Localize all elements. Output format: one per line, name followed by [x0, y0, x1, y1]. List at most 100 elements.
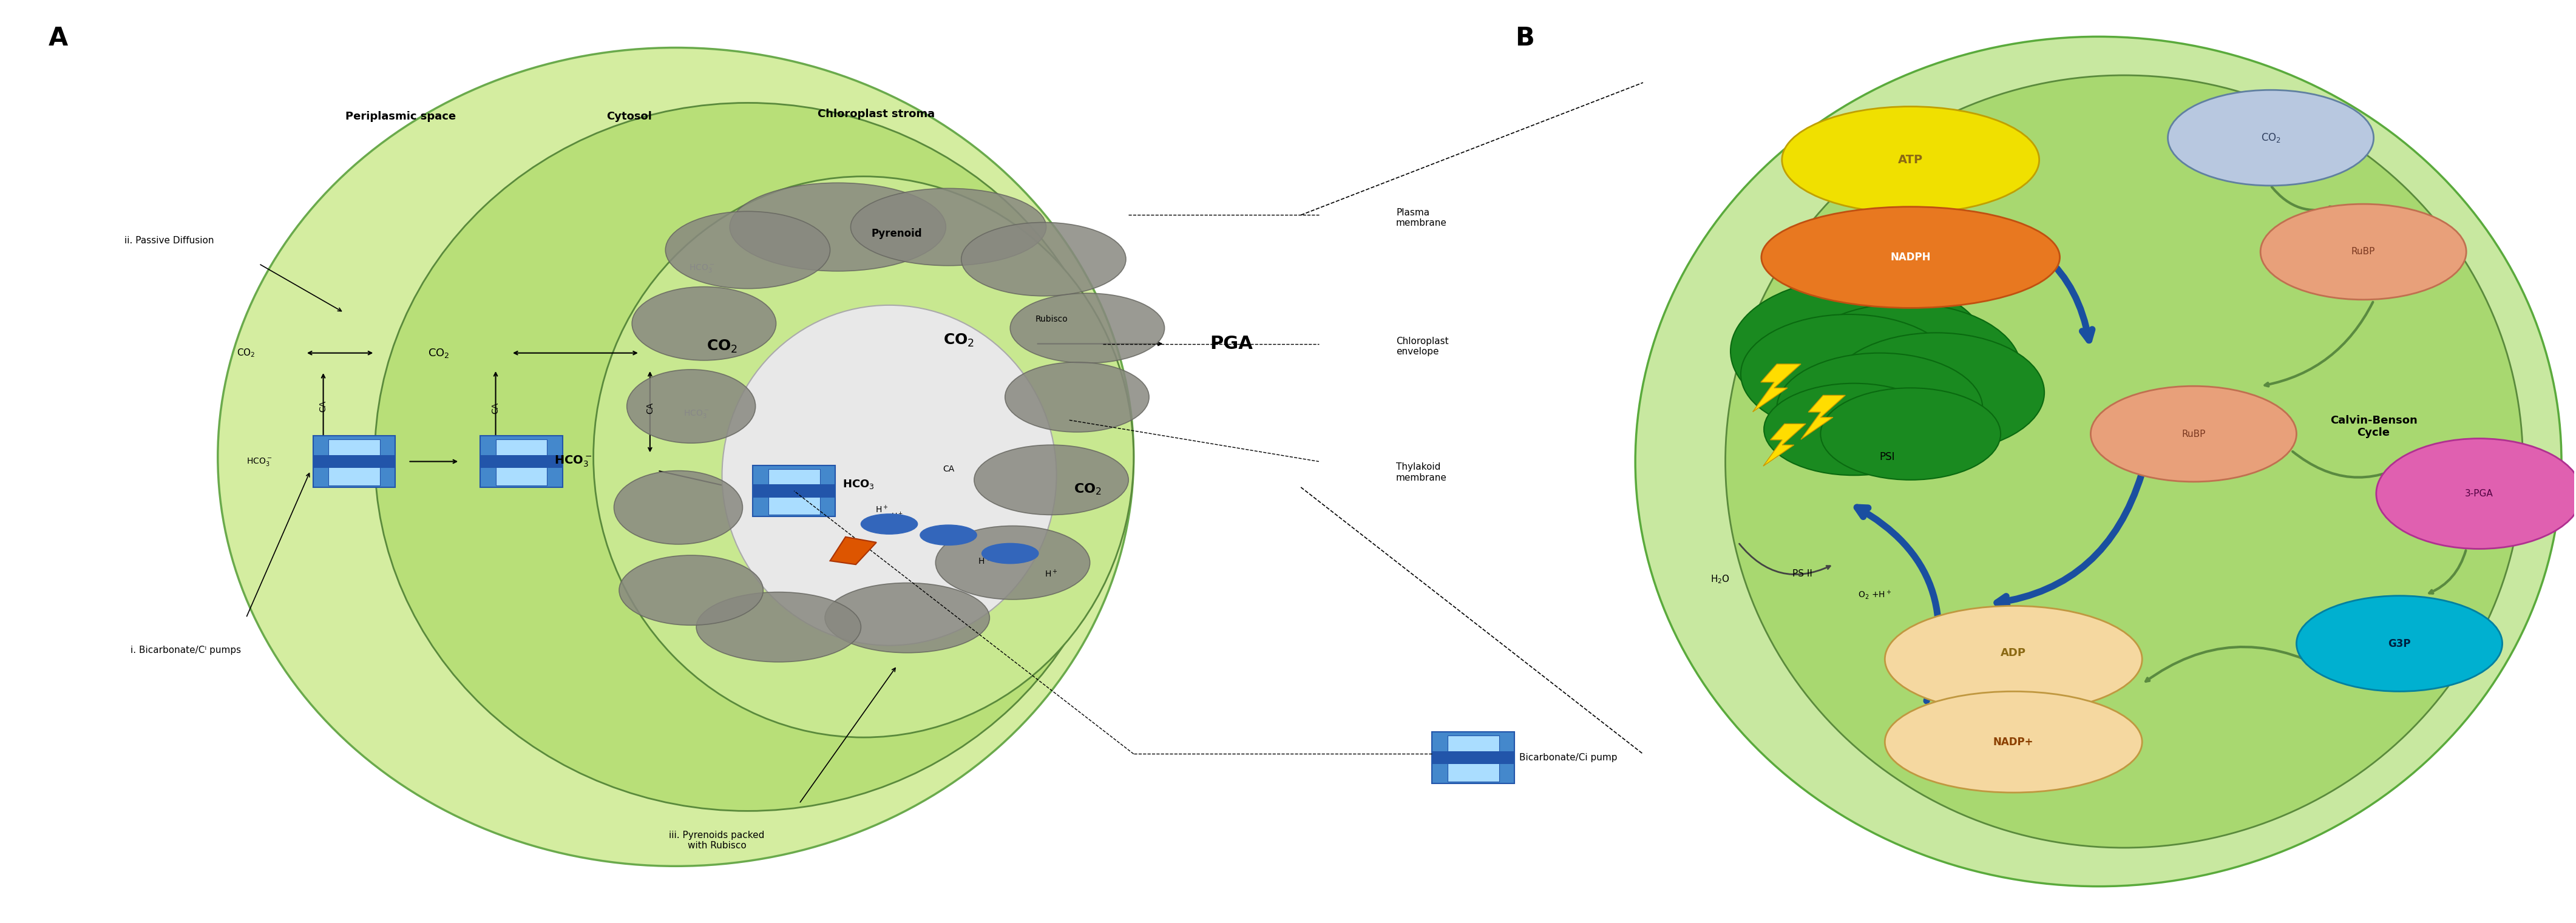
Text: Thylakoid
membrane: Thylakoid membrane [1396, 462, 1448, 483]
Text: CO$_2$: CO$_2$ [706, 339, 737, 354]
FancyBboxPatch shape [327, 465, 379, 485]
Text: CO$_2$: CO$_2$ [1074, 482, 1100, 497]
Text: H$^+$: H$^+$ [979, 556, 992, 566]
Text: A: A [49, 26, 67, 51]
Polygon shape [1801, 395, 1844, 439]
Circle shape [860, 514, 917, 534]
Circle shape [920, 525, 976, 545]
Text: Cytosol: Cytosol [608, 111, 652, 122]
Text: CA: CA [319, 401, 327, 413]
Ellipse shape [1741, 315, 1958, 434]
Text: G3P: G3P [2388, 638, 2411, 649]
FancyBboxPatch shape [495, 465, 546, 485]
Ellipse shape [1790, 304, 2022, 436]
Text: Periplasmic space: Periplasmic space [345, 111, 456, 122]
Text: ATP: ATP [1899, 154, 1924, 165]
Ellipse shape [618, 556, 762, 625]
Text: HCO$_3^-$: HCO$_3^-$ [554, 454, 592, 469]
Text: RuBP: RuBP [2182, 429, 2205, 438]
FancyBboxPatch shape [1448, 761, 1499, 782]
Ellipse shape [824, 583, 989, 653]
FancyBboxPatch shape [495, 439, 546, 460]
Text: Pyrenoid: Pyrenoid [871, 228, 922, 239]
Text: CO$_2$: CO$_2$ [943, 332, 974, 348]
FancyBboxPatch shape [752, 465, 835, 517]
Text: Bicarbonate/Ci pump: Bicarbonate/Ci pump [1520, 753, 1618, 762]
Text: NADPH: NADPH [1891, 252, 1932, 263]
Text: HCO$_3^-$: HCO$_3^-$ [688, 263, 714, 274]
Text: Chloroplast stroma: Chloroplast stroma [817, 108, 935, 119]
Ellipse shape [1731, 278, 1989, 425]
Text: H$^+$: H$^+$ [876, 504, 889, 514]
Text: ADP: ADP [2002, 647, 2027, 658]
Text: HCO$_3$: HCO$_3$ [842, 478, 873, 490]
Text: PS II: PS II [1793, 569, 1814, 578]
Text: iii. Pyrenoids packed
with Rubisco: iii. Pyrenoids packed with Rubisco [670, 831, 765, 850]
Text: ii. Passive Diffusion: ii. Passive Diffusion [124, 236, 214, 246]
Text: CA: CA [943, 464, 953, 473]
Ellipse shape [592, 176, 1133, 737]
Ellipse shape [1821, 388, 2002, 480]
FancyBboxPatch shape [768, 495, 819, 515]
Text: O$_2$ +H$^+$: O$_2$ +H$^+$ [1857, 589, 1891, 601]
FancyBboxPatch shape [479, 436, 562, 487]
Ellipse shape [2262, 204, 2465, 300]
Ellipse shape [631, 287, 775, 360]
Ellipse shape [974, 445, 1128, 515]
Ellipse shape [961, 222, 1126, 296]
Ellipse shape [2295, 595, 2501, 691]
Text: RuBP: RuBP [2352, 247, 2375, 257]
Text: CA: CA [492, 402, 500, 414]
Ellipse shape [1765, 383, 1945, 475]
Text: CO$_2$: CO$_2$ [237, 347, 255, 359]
Ellipse shape [2169, 90, 2372, 186]
Ellipse shape [1777, 353, 1984, 463]
Ellipse shape [665, 211, 829, 289]
Ellipse shape [729, 183, 945, 271]
Text: H$_2$O: H$_2$O [1710, 573, 1731, 585]
Text: Calvin-Benson
Cycle: Calvin-Benson Cycle [2331, 414, 2416, 438]
Ellipse shape [1005, 362, 1149, 432]
Text: PGA: PGA [1211, 335, 1252, 353]
Ellipse shape [1886, 605, 2143, 713]
Ellipse shape [219, 48, 1133, 866]
Ellipse shape [721, 306, 1056, 645]
Ellipse shape [696, 592, 860, 662]
Text: Chloroplast
envelope: Chloroplast envelope [1396, 337, 1448, 356]
Polygon shape [1762, 424, 1806, 466]
FancyBboxPatch shape [768, 469, 819, 489]
Ellipse shape [374, 102, 1121, 811]
Text: CA: CA [647, 402, 654, 414]
Ellipse shape [2375, 438, 2576, 549]
Text: H$^+$: H$^+$ [1046, 569, 1059, 579]
FancyBboxPatch shape [312, 436, 394, 487]
Circle shape [981, 544, 1038, 564]
Ellipse shape [613, 471, 742, 545]
Text: CO$_2$: CO$_2$ [428, 347, 451, 359]
FancyBboxPatch shape [1448, 736, 1499, 756]
FancyBboxPatch shape [1432, 751, 1515, 764]
Ellipse shape [1726, 76, 2522, 847]
Text: HCO$_3^-$: HCO$_3^-$ [683, 408, 708, 419]
Text: NADP+: NADP+ [1994, 737, 2032, 748]
Text: Plasma
membrane: Plasma membrane [1396, 208, 1448, 228]
Ellipse shape [935, 526, 1090, 599]
Ellipse shape [1783, 106, 2040, 213]
Ellipse shape [850, 188, 1046, 266]
Ellipse shape [1886, 691, 2143, 793]
Text: HCO$_3^-$: HCO$_3^-$ [247, 456, 270, 467]
Polygon shape [1752, 364, 1801, 412]
Ellipse shape [2092, 386, 2295, 482]
Text: H$^+$: H$^+$ [891, 512, 904, 521]
Ellipse shape [1636, 37, 2561, 886]
FancyBboxPatch shape [327, 439, 379, 460]
Ellipse shape [626, 369, 755, 443]
Text: B: B [1515, 26, 1535, 51]
FancyBboxPatch shape [752, 485, 835, 497]
FancyBboxPatch shape [479, 455, 562, 468]
Text: PSI: PSI [1880, 451, 1896, 462]
Polygon shape [829, 537, 876, 565]
FancyBboxPatch shape [312, 455, 394, 468]
Text: 3-PGA: 3-PGA [2465, 489, 2494, 498]
FancyBboxPatch shape [1432, 732, 1515, 784]
